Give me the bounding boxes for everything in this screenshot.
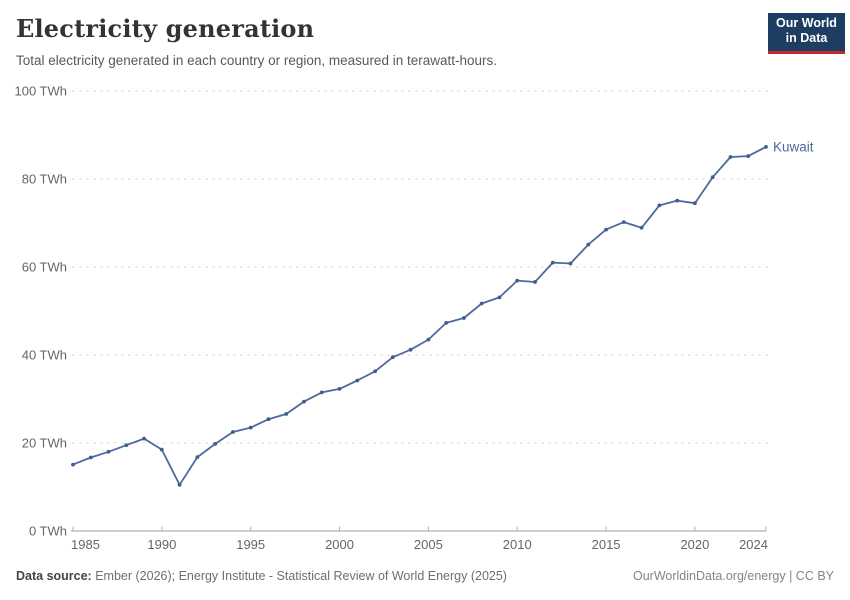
- data-point[interactable]: [71, 462, 75, 467]
- data-point[interactable]: [302, 399, 306, 404]
- data-source-note: Data source: Ember (2026); Energy Instit…: [16, 569, 507, 583]
- y-tick-label: 0 TWh: [29, 524, 67, 539]
- page-title: Electricity generation: [16, 14, 315, 43]
- data-point[interactable]: [657, 203, 662, 208]
- data-point[interactable]: [675, 198, 680, 203]
- data-point[interactable]: [426, 337, 431, 342]
- data-point[interactable]: [319, 390, 324, 395]
- data-point[interactable]: [728, 155, 733, 159]
- series-end-label[interactable]: Kuwait: [773, 139, 814, 154]
- data-point[interactable]: [177, 482, 182, 487]
- data-point[interactable]: [479, 301, 484, 306]
- y-tick-label: 80 TWh: [22, 172, 67, 187]
- data-point[interactable]: [124, 443, 129, 448]
- data-point[interactable]: [355, 378, 360, 383]
- x-tick-label: 1985: [71, 537, 100, 552]
- x-tick-label: 2024: [739, 537, 768, 552]
- x-tick-label: 2010: [503, 537, 532, 552]
- data-point[interactable]: [693, 201, 697, 206]
- owid-logo-line1: Our World: [776, 16, 837, 30]
- data-point[interactable]: [337, 387, 342, 391]
- y-tick-label: 40 TWh: [22, 348, 67, 363]
- x-tick-label: 2000: [325, 537, 354, 552]
- owid-logo-line2: in Data: [785, 31, 828, 45]
- data-point[interactable]: [390, 355, 395, 360]
- y-tick-label: 20 TWh: [22, 436, 67, 451]
- data-point[interactable]: [231, 430, 235, 434]
- data-point[interactable]: [746, 154, 751, 159]
- data-source-label: Data source:: [16, 569, 92, 583]
- data-point[interactable]: [213, 442, 218, 446]
- owid-logo[interactable]: Our World in Data: [768, 13, 845, 54]
- data-point[interactable]: [550, 260, 555, 265]
- data-point[interactable]: [586, 242, 591, 247]
- x-tick-label: 1990: [147, 537, 176, 552]
- data-point[interactable]: [106, 449, 111, 454]
- data-point[interactable]: [462, 316, 466, 320]
- data-point[interactable]: [639, 225, 644, 230]
- data-point[interactable]: [408, 347, 413, 352]
- chart-subtitle: Total electricity generated in each coun…: [16, 53, 497, 68]
- data-point[interactable]: [497, 295, 502, 300]
- y-tick-label: 100 TWh: [14, 84, 67, 99]
- data-point[interactable]: [373, 369, 377, 374]
- data-point[interactable]: [284, 412, 289, 416]
- y-tick-label: 60 TWh: [22, 260, 67, 275]
- data-point[interactable]: [710, 175, 715, 180]
- data-point[interactable]: [568, 261, 573, 266]
- data-point[interactable]: [515, 278, 520, 283]
- data-point[interactable]: [764, 145, 768, 149]
- credit-link[interactable]: OurWorldinData.org/energy | CC BY: [632, 569, 834, 583]
- data-point[interactable]: [88, 455, 93, 460]
- data-point[interactable]: [604, 227, 608, 232]
- x-tick-label: 1995: [236, 537, 265, 552]
- data-line: [72, 146, 767, 486]
- data-point[interactable]: [159, 447, 164, 452]
- x-tick-label: 2005: [414, 537, 443, 552]
- data-point[interactable]: [621, 220, 626, 225]
- data-source-text: Ember (2026); Energy Institute - Statist…: [91, 569, 507, 583]
- data-point[interactable]: [533, 280, 537, 284]
- data-point[interactable]: [195, 455, 200, 459]
- x-tick-label: 2020: [680, 537, 709, 552]
- data-point[interactable]: [266, 417, 271, 422]
- data-point[interactable]: [444, 321, 449, 325]
- data-point[interactable]: [248, 425, 253, 430]
- x-tick-label: 2015: [592, 537, 621, 552]
- data-point[interactable]: [142, 436, 147, 441]
